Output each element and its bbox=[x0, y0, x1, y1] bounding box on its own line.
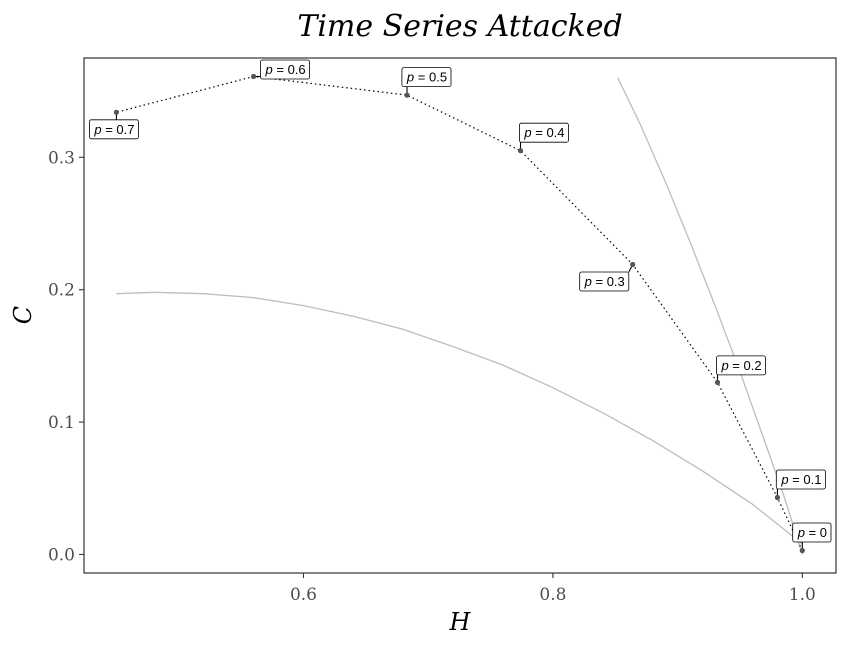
data-point-p-0 bbox=[799, 547, 805, 554]
y-tick-label: 0.0 bbox=[48, 545, 75, 565]
x-tick-label: 1.0 bbox=[789, 585, 816, 605]
lower-bound-curve bbox=[116, 291, 803, 545]
y-tick-label: 0.2 bbox=[48, 281, 75, 301]
data-label-p-0.5: p = 0.5 bbox=[401, 67, 452, 87]
chart-title: Time Series Attacked bbox=[297, 9, 622, 44]
data-label-p-0.2: p = 0.2 bbox=[716, 355, 766, 376]
data-label-p-0.1: p = 0.1 bbox=[775, 469, 826, 490]
x-tick-label: 0.6 bbox=[290, 585, 317, 605]
data-point-p-0.4 bbox=[517, 148, 524, 154]
plot-area: p = 0 p = 0.1 p = 0.2 p = 0.3 p = 0.4 p = 0.5… bbox=[89, 59, 832, 555]
data-point-p-0.2 bbox=[714, 379, 721, 385]
upper-bound-curve bbox=[617, 77, 803, 555]
data-label-p-0.3: p = 0.3 bbox=[579, 271, 630, 292]
x-tick-label: 0.8 bbox=[539, 585, 566, 605]
y-axis-title: C bbox=[9, 306, 37, 324]
y-tick-label: 0.3 bbox=[48, 148, 75, 168]
data-label-p-0.7: p = 0.7 bbox=[89, 119, 139, 140]
svg-text:p = 0: p = 0 bbox=[797, 525, 827, 540]
y-tick-label: 0.1 bbox=[48, 413, 75, 433]
x-axis-title: H bbox=[449, 608, 472, 636]
axes: 0.6 0.8 1.0 0.0 0.1 0.2 0.3 bbox=[48, 148, 816, 605]
svg-text:p = 0.2: p = 0.2 bbox=[720, 358, 761, 373]
data-label-p-0.4: p = 0.4 bbox=[519, 122, 569, 143]
data-point-p-0.6 bbox=[251, 73, 257, 80]
plot-panel-border bbox=[83, 57, 837, 574]
svg-text:p = 0.4: p = 0.4 bbox=[523, 125, 564, 140]
svg-text:p = 0.1: p = 0.1 bbox=[780, 472, 821, 487]
svg-text:p = 0.3: p = 0.3 bbox=[584, 274, 625, 289]
svg-text:p = 0.6: p = 0.6 bbox=[265, 62, 306, 77]
data-point-p-0.5 bbox=[404, 92, 410, 98]
data-point-p-0.7 bbox=[113, 109, 119, 115]
svg-text:p = 0.7: p = 0.7 bbox=[93, 122, 134, 137]
series-line bbox=[116, 75, 803, 551]
data-label-p-0.6: p = 0.6 bbox=[260, 59, 310, 80]
data-point-p-0.3 bbox=[630, 261, 636, 268]
data-label-p-0: p = 0 bbox=[792, 522, 832, 543]
svg-text:p = 0.5: p = 0.5 bbox=[406, 70, 447, 85]
data-point-p-0.1 bbox=[774, 494, 781, 501]
